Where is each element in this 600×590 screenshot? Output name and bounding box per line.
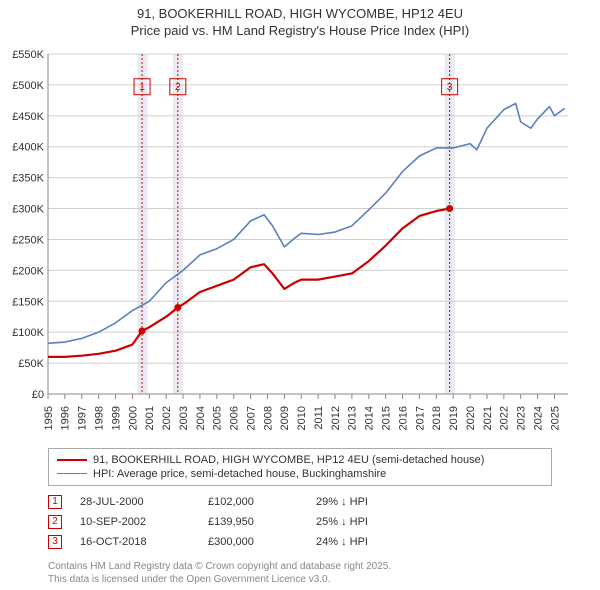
x-tick-label: 2025 xyxy=(549,406,561,430)
x-tick-label: 2013 xyxy=(347,406,359,430)
x-tick-label: 2019 xyxy=(448,406,460,430)
detail-delta: 29% ↓ HPI xyxy=(316,496,426,508)
y-tick-label: £100K xyxy=(12,327,44,339)
detail-row: 2 10-SEP-2002 £139,950 25% ↓ HPI xyxy=(48,512,552,532)
x-tick-label: 1995 xyxy=(43,406,55,430)
x-tick-label: 2024 xyxy=(532,406,544,430)
legend-row: HPI: Average price, semi-detached house,… xyxy=(57,467,543,481)
y-tick-label: £450K xyxy=(12,111,44,123)
x-tick-label: 2004 xyxy=(195,406,207,430)
x-tick-label: 2020 xyxy=(465,406,477,430)
marker-point xyxy=(174,304,181,311)
detail-date: 10-SEP-2002 xyxy=(80,516,190,528)
x-tick-label: 2000 xyxy=(127,406,139,430)
detail-marker-box: 2 xyxy=(48,515,62,529)
x-tick-label: 2009 xyxy=(279,406,291,430)
title-line-1: 91, BOOKERHILL ROAD, HIGH WYCOMBE, HP12 … xyxy=(137,6,463,21)
legend-label: HPI: Average price, semi-detached house,… xyxy=(93,468,386,480)
detail-delta: 24% ↓ HPI xyxy=(316,536,426,548)
detail-price: £300,000 xyxy=(208,536,298,548)
footer-attribution: Contains HM Land Registry data © Crown c… xyxy=(48,560,552,586)
x-tick-label: 2005 xyxy=(212,406,224,430)
detail-marker-box: 1 xyxy=(48,495,62,509)
detail-row: 1 28-JUL-2000 £102,000 29% ↓ HPI xyxy=(48,492,552,512)
x-tick-label: 2016 xyxy=(397,406,409,430)
y-tick-label: £500K xyxy=(12,80,44,92)
legend-row: 91, BOOKERHILL ROAD, HIGH WYCOMBE, HP12 … xyxy=(57,453,543,467)
shaded-band xyxy=(137,54,147,394)
y-tick-label: £400K xyxy=(12,142,44,154)
x-tick-label: 2001 xyxy=(144,406,156,430)
y-tick-label: £300K xyxy=(12,203,44,215)
y-tick-label: £200K xyxy=(12,265,44,277)
x-tick-label: 2012 xyxy=(330,406,342,430)
series-price_paid xyxy=(48,208,450,356)
x-tick-label: 1996 xyxy=(60,406,72,430)
x-tick-label: 1997 xyxy=(77,406,89,430)
x-tick-label: 2007 xyxy=(245,406,257,430)
legend-swatch xyxy=(57,459,87,461)
y-tick-label: £250K xyxy=(12,234,44,246)
x-tick-label: 2006 xyxy=(229,406,241,430)
footer-line-2: This data is licensed under the Open Gov… xyxy=(48,574,330,585)
chart-area: £0 £50K £100K £150K £200K £250K £300K £350K £400… xyxy=(0,44,580,444)
chart-title: 91, BOOKERHILL ROAD, HIGH WYCOMBE, HP12 … xyxy=(0,0,600,40)
x-tick-label: 2010 xyxy=(296,406,308,430)
chart-svg: £0 £50K £100K £150K £200K £250K £300K £350K £400… xyxy=(0,44,580,444)
detail-row: 3 16-OCT-2018 £300,000 24% ↓ HPI xyxy=(48,532,552,552)
legend-swatch xyxy=(57,473,87,474)
x-tick-label: 2022 xyxy=(499,406,511,430)
detail-date: 16-OCT-2018 xyxy=(80,536,190,548)
marker-box-label: 3 xyxy=(447,82,453,93)
marker-point xyxy=(446,205,453,212)
y-tick-label: £0 xyxy=(32,389,44,401)
y-tick-label: £150K xyxy=(12,296,44,308)
detail-price: £102,000 xyxy=(208,496,298,508)
footer-line-1: Contains HM Land Registry data © Crown c… xyxy=(48,561,391,572)
marker-point xyxy=(139,327,146,334)
series-hpi xyxy=(48,103,565,343)
marker-details-table: 1 28-JUL-2000 £102,000 29% ↓ HPI 2 10-SEP-200… xyxy=(48,492,552,552)
title-line-2: Price paid vs. HM Land Registry's House … xyxy=(131,23,469,38)
marker-box-label: 1 xyxy=(139,82,145,93)
legend-label: 91, BOOKERHILL ROAD, HIGH WYCOMBE, HP12 … xyxy=(93,454,484,466)
detail-price: £139,950 xyxy=(208,516,298,528)
x-tick-label: 1998 xyxy=(93,406,105,430)
x-tick-label: 2011 xyxy=(313,406,325,430)
marker-box-label: 2 xyxy=(175,82,181,93)
x-tick-label: 2021 xyxy=(482,406,494,430)
legend: 91, BOOKERHILL ROAD, HIGH WYCOMBE, HP12 … xyxy=(48,448,552,486)
y-tick-label: £550K xyxy=(12,49,44,61)
y-tick-label: £350K xyxy=(12,172,44,184)
x-tick-label: 2018 xyxy=(431,406,443,430)
detail-delta: 25% ↓ HPI xyxy=(316,516,426,528)
x-tick-label: 2023 xyxy=(516,406,528,430)
detail-marker-box: 3 xyxy=(48,535,62,549)
x-tick-label: 1999 xyxy=(110,406,122,430)
x-tick-label: 2017 xyxy=(414,406,426,430)
x-tick-label: 2014 xyxy=(364,406,376,430)
x-tick-label: 2015 xyxy=(381,406,393,430)
chart-container: 91, BOOKERHILL ROAD, HIGH WYCOMBE, HP12 … xyxy=(0,0,600,590)
x-tick-label: 2003 xyxy=(178,406,190,430)
x-tick-label: 2002 xyxy=(161,406,173,430)
detail-date: 28-JUL-2000 xyxy=(80,496,190,508)
x-tick-label: 2008 xyxy=(262,406,274,430)
y-tick-label: £50K xyxy=(18,358,44,370)
